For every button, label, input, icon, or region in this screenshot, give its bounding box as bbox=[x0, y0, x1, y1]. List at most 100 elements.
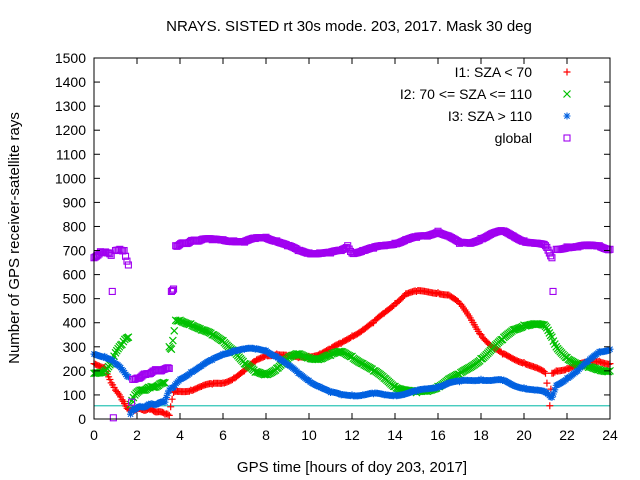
data-point bbox=[124, 261, 132, 269]
data-point bbox=[325, 351, 334, 359]
data-point bbox=[96, 368, 105, 377]
data-point bbox=[165, 411, 173, 419]
data-point bbox=[164, 389, 172, 397]
data-point bbox=[118, 396, 126, 404]
x-tick-label: 2 bbox=[133, 427, 141, 443]
data-point bbox=[185, 320, 194, 329]
legend-marker bbox=[563, 112, 571, 120]
x-tick-label: 24 bbox=[602, 427, 618, 443]
data-point bbox=[139, 386, 148, 395]
y-tick-label: 400 bbox=[63, 315, 87, 331]
legend-marker bbox=[563, 90, 571, 98]
x-tick-label: 4 bbox=[176, 427, 184, 443]
data-point bbox=[162, 393, 170, 401]
data-point bbox=[549, 390, 557, 398]
data-point bbox=[216, 352, 224, 360]
x-tick-label: 22 bbox=[559, 427, 575, 443]
data-point bbox=[537, 320, 546, 329]
data-point bbox=[548, 393, 556, 401]
data-point bbox=[208, 330, 217, 339]
data-point bbox=[106, 376, 114, 384]
data-point bbox=[111, 348, 120, 357]
y-tick-label: 1100 bbox=[56, 146, 86, 162]
data-point bbox=[170, 384, 178, 392]
series-1 bbox=[90, 287, 614, 419]
data-point bbox=[318, 384, 326, 392]
data-point bbox=[547, 252, 555, 260]
y-tick-label: 1200 bbox=[55, 122, 86, 138]
data-point bbox=[551, 386, 559, 394]
y-tick-label: 100 bbox=[63, 387, 87, 403]
series-layer bbox=[90, 227, 614, 422]
legend: I1: SZA < 70 I2: 70 <= SZA <= 110 I3: SZA … bbox=[400, 64, 571, 146]
data-point bbox=[168, 395, 176, 403]
series-3 bbox=[90, 344, 614, 418]
y-tick-label: 500 bbox=[63, 291, 87, 307]
x-tick-label: 16 bbox=[430, 427, 446, 443]
data-point bbox=[167, 403, 175, 411]
data-point bbox=[200, 326, 209, 335]
y-tick-label: 0 bbox=[78, 411, 86, 427]
data-point bbox=[168, 286, 177, 294]
x-axis-title: GPS time [hours of doy 203, 2017] bbox=[237, 459, 467, 476]
data-point bbox=[117, 364, 125, 372]
legend-label: I3: SZA > 110 bbox=[448, 108, 532, 124]
y-tick-label: 800 bbox=[63, 218, 87, 234]
data-point bbox=[123, 257, 131, 265]
data-point bbox=[164, 364, 172, 372]
y-tick-label: 300 bbox=[63, 339, 87, 355]
data-point bbox=[438, 382, 446, 390]
data-point bbox=[542, 323, 551, 332]
data-point bbox=[476, 330, 484, 338]
data-point bbox=[107, 251, 115, 259]
y-tick-label: 600 bbox=[63, 267, 87, 283]
data-point bbox=[170, 285, 178, 293]
data-point bbox=[549, 287, 557, 295]
data-point bbox=[124, 333, 133, 342]
data-point bbox=[121, 252, 130, 260]
y-tick-label: 1300 bbox=[55, 98, 86, 114]
data-point bbox=[170, 326, 179, 335]
y-tick-label: 1500 bbox=[55, 50, 86, 66]
data-point bbox=[513, 324, 522, 333]
legend-marker bbox=[563, 68, 571, 76]
chart-title: NRAYS. SISTED rt 30s mode. 203, 2017. Ma… bbox=[166, 18, 532, 35]
data-point bbox=[542, 369, 549, 377]
data-point bbox=[543, 379, 551, 387]
data-point bbox=[124, 373, 132, 381]
y-axis-title: Number of GPS receiver-satellite rays bbox=[6, 112, 23, 364]
legend-marker bbox=[563, 134, 571, 142]
data-point bbox=[320, 385, 328, 393]
data-point bbox=[165, 364, 173, 373]
y-tick-label: 1000 bbox=[55, 170, 86, 186]
data-point bbox=[546, 402, 554, 410]
x-tick-label: 0 bbox=[90, 427, 98, 443]
data-point bbox=[167, 287, 175, 295]
data-point bbox=[150, 383, 159, 392]
legend-label: I1: SZA < 70 bbox=[455, 64, 533, 80]
data-point bbox=[159, 378, 168, 387]
data-point bbox=[109, 414, 117, 422]
data-point bbox=[164, 410, 172, 418]
y-tick-label: 700 bbox=[63, 243, 87, 259]
y-tick-label: 900 bbox=[63, 194, 87, 210]
data-point bbox=[548, 254, 556, 262]
data-point bbox=[337, 347, 346, 356]
data-point bbox=[128, 398, 136, 406]
y-tick-label: 1400 bbox=[55, 74, 86, 90]
data-point bbox=[215, 352, 223, 360]
x-tick-label: 10 bbox=[301, 427, 317, 443]
x-tick-label: 14 bbox=[387, 427, 403, 443]
x-tick-label: 6 bbox=[219, 427, 227, 443]
data-point bbox=[158, 378, 167, 387]
y-tick-label: 200 bbox=[63, 363, 87, 379]
data-point bbox=[167, 345, 176, 354]
x-tick-label: 18 bbox=[473, 427, 489, 443]
series-4 bbox=[90, 227, 614, 422]
data-point bbox=[369, 366, 378, 375]
data-point bbox=[161, 378, 169, 387]
x-tick-label: 20 bbox=[516, 427, 532, 443]
data-point bbox=[168, 336, 177, 345]
x-axis: 0 2 4 6 8 10 12 14 16 18 20 22 24 bbox=[90, 58, 618, 443]
